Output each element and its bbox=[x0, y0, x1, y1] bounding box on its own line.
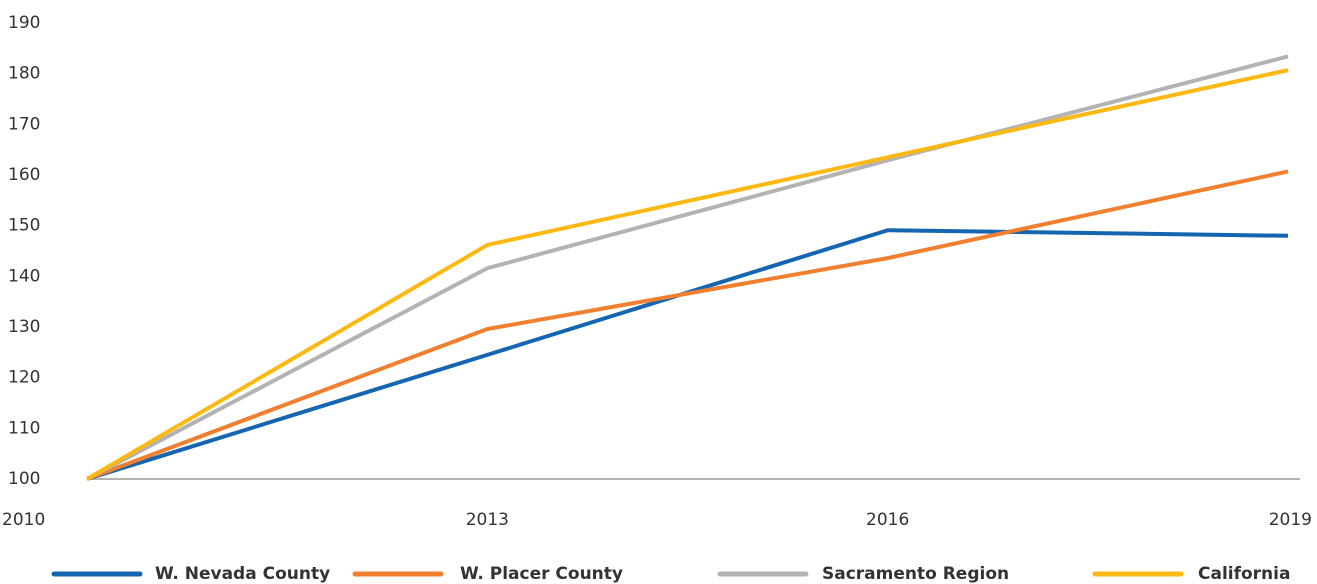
legend-label: Sacramento Region bbox=[822, 564, 1009, 584]
y-tick-label: 150 bbox=[8, 216, 40, 236]
x-tick-label: 2010 bbox=[2, 510, 45, 530]
y-tick-label: 120 bbox=[8, 368, 40, 388]
series-line bbox=[85, 68, 1289, 481]
series-line bbox=[86, 228, 1289, 481]
y-tick-label: 110 bbox=[8, 418, 40, 438]
series-line bbox=[86, 54, 1289, 481]
y-tick-label: 160 bbox=[8, 165, 40, 185]
y-tick-label: 130 bbox=[8, 317, 40, 337]
x-tick-label: 2013 bbox=[466, 510, 509, 530]
y-tick-label: 100 bbox=[8, 469, 40, 489]
series-line bbox=[86, 169, 1289, 481]
y-tick-label: 190 bbox=[8, 13, 40, 33]
y-tick-label: 170 bbox=[8, 114, 40, 134]
y-tick-label: 180 bbox=[8, 64, 40, 84]
x-tick-label: 2016 bbox=[866, 510, 909, 530]
x-tick-label: 2019 bbox=[1269, 510, 1312, 530]
legend-label: W. Placer County bbox=[460, 564, 623, 584]
y-tick-label: 140 bbox=[8, 266, 40, 286]
legend-label: W. Nevada County bbox=[155, 564, 330, 584]
legend-label: California bbox=[1198, 564, 1290, 584]
